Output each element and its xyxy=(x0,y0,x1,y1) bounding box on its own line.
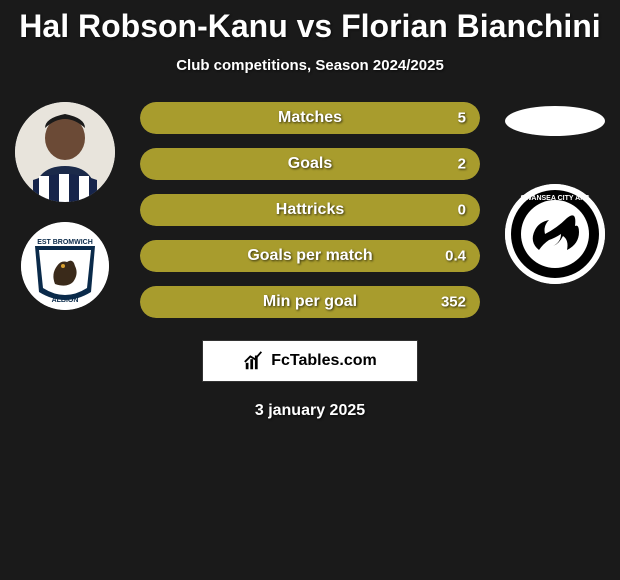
wba-badge-icon: EST BROMWICH ALBION xyxy=(21,222,109,310)
stat-label: Goals per match xyxy=(247,247,372,265)
brand-box: FcTables.com xyxy=(202,340,418,382)
svg-text:SWANSEA CITY AFC: SWANSEA CITY AFC xyxy=(521,195,590,202)
brand-text: FcTables.com xyxy=(271,352,377,370)
stat-value-right: 0 xyxy=(458,202,466,219)
right-player-avatar-placeholder xyxy=(505,106,605,136)
stat-label: Matches xyxy=(278,109,342,127)
stat-label: Min per goal xyxy=(263,293,357,311)
avatar-placeholder-icon xyxy=(15,102,115,202)
comparison-subtitle: Club competitions, Season 2024/2025 xyxy=(0,57,620,74)
left-player-avatar xyxy=(15,102,115,202)
svg-text:ALBION: ALBION xyxy=(52,297,79,304)
chart-icon xyxy=(243,350,265,372)
svg-text:EST BROMWICH: EST BROMWICH xyxy=(37,239,93,246)
stat-value-right: 5 xyxy=(458,110,466,127)
stat-bar: Hattricks 0 xyxy=(140,194,480,226)
right-club-badge: SWANSEA CITY AFC xyxy=(505,184,605,284)
comparison-content: EST BROMWICH ALBION SWANSEA CITY AFC Mat… xyxy=(0,102,620,318)
stat-value-right: 352 xyxy=(441,294,466,311)
stat-bar: Goals per match 0.4 xyxy=(140,240,480,272)
swansea-badge-icon: SWANSEA CITY AFC xyxy=(505,184,605,284)
stat-bar: Goals 2 xyxy=(140,148,480,180)
stat-bar: Matches 5 xyxy=(140,102,480,134)
stat-value-right: 2 xyxy=(458,156,466,173)
stats-bars: Matches 5 Goals 2 Hattricks 0 Goals per match 0… xyxy=(140,102,480,318)
date-line: 3 january 2025 xyxy=(0,402,620,420)
left-player-column: EST BROMWICH ALBION xyxy=(10,102,120,310)
stat-bar: Min per goal 352 xyxy=(140,286,480,318)
stat-value-right: 0.4 xyxy=(445,248,466,265)
right-player-column: SWANSEA CITY AFC xyxy=(500,102,610,284)
stat-label: Goals xyxy=(288,155,332,173)
left-club-badge: EST BROMWICH ALBION xyxy=(21,222,109,310)
stat-label: Hattricks xyxy=(276,201,344,219)
comparison-title: Hal Robson-Kanu vs Florian Bianchini xyxy=(0,0,620,45)
